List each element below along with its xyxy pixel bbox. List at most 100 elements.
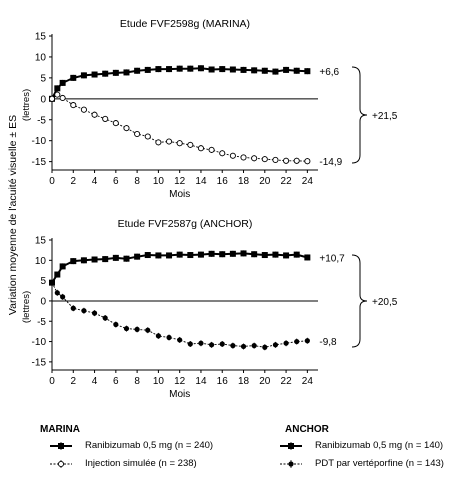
data-point-anchor-1 xyxy=(240,343,247,350)
data-point-marina-1 xyxy=(176,140,183,147)
series-marina-0 xyxy=(49,65,311,102)
x-tick-label-marina: 24 xyxy=(302,176,314,187)
data-point-anchor-0 xyxy=(187,252,194,259)
x-tick-label-marina: 14 xyxy=(195,176,207,187)
data-point-anchor-1 xyxy=(177,337,183,343)
chart-title-anchor: Etude FVF2587g (ANCHOR) xyxy=(118,218,253,230)
end-label-marina-0: +6,6 xyxy=(319,67,339,78)
data-point-marina-0 xyxy=(187,65,194,72)
data-point-marina-0 xyxy=(219,66,226,73)
data-point-marina-1 xyxy=(293,157,300,164)
legend-sample-anchor-pdt-marker xyxy=(288,461,294,467)
brace-anchor xyxy=(351,254,368,348)
legend-sample-anchor-ranibizumab xyxy=(280,442,302,450)
data-point-anchor-0 xyxy=(293,251,300,258)
data-point-anchor-1 xyxy=(49,280,55,286)
data-point-anchor-1 xyxy=(262,344,268,350)
data-point-anchor-0 xyxy=(59,263,66,270)
x-tick-label-anchor: 16 xyxy=(217,376,229,387)
difference-annotation-anchor: +20,5 xyxy=(372,297,398,308)
x-tick-label-marina: 20 xyxy=(259,176,271,187)
data-point-anchor-0 xyxy=(176,251,183,258)
data-point-anchor-0 xyxy=(208,250,215,257)
data-point-marina-1 xyxy=(70,102,77,109)
data-point-anchor-0 xyxy=(304,254,311,261)
y-tick-label-anchor: 10 xyxy=(35,256,47,267)
data-point-marina-1 xyxy=(165,138,173,145)
data-point-marina-1 xyxy=(48,95,56,102)
data-point-anchor-0 xyxy=(155,252,162,259)
x-tick-label-anchor: 0 xyxy=(49,376,55,387)
data-point-anchor-0 xyxy=(251,251,258,258)
series-line-marina-0 xyxy=(51,67,308,100)
legend-sample-anchor-pdt xyxy=(280,460,302,468)
data-point-anchor-1 xyxy=(145,327,151,333)
data-point-marina-1 xyxy=(229,152,236,159)
data-point-marina-1 xyxy=(54,91,61,98)
data-point-anchor-1 xyxy=(60,294,66,300)
data-point-anchor-1 xyxy=(91,310,98,316)
data-point-marina-1 xyxy=(59,94,66,102)
legend-group-title-marina: MARINA xyxy=(40,424,80,435)
legend-sample-marina-sham-marker xyxy=(57,460,65,468)
data-point-marina-1 xyxy=(80,106,87,113)
data-point-marina-1 xyxy=(208,146,215,153)
data-point-marina-0 xyxy=(123,69,130,76)
y-tick-label-marina: 15 xyxy=(35,32,47,43)
y-unit-label-marina: (lettres) xyxy=(21,89,32,121)
data-point-anchor-0 xyxy=(229,250,236,257)
y-tick-label-anchor: -15 xyxy=(32,357,47,368)
data-point-marina-0 xyxy=(166,66,173,73)
data-point-anchor-0 xyxy=(272,251,279,258)
y-tick-label-anchor: 0 xyxy=(40,296,46,307)
data-point-marina-1 xyxy=(283,157,290,164)
y-tick-label-anchor: 5 xyxy=(40,276,46,287)
x-tick-label-marina: 10 xyxy=(153,176,165,187)
x-tick-label-marina: 18 xyxy=(238,176,250,187)
data-point-marina-0 xyxy=(91,71,98,78)
data-point-anchor-0 xyxy=(70,258,77,265)
x-tick-label-marina: 8 xyxy=(134,176,140,187)
data-point-marina-1 xyxy=(251,155,258,162)
data-point-anchor-0 xyxy=(91,256,98,263)
data-point-marina-1 xyxy=(123,125,130,132)
data-point-anchor-0 xyxy=(261,252,268,259)
data-point-marina-1 xyxy=(261,156,268,163)
data-point-anchor-0 xyxy=(144,252,151,259)
legend-item-anchor-ranibizumab: Ranibizumab 0,5 mg (n = 140) xyxy=(315,440,444,451)
x-tick-label-anchor: 22 xyxy=(281,376,293,387)
difference-annotation-marina: +21,5 xyxy=(372,111,398,122)
series-marina-1 xyxy=(48,91,311,165)
y-tick-label-marina: 5 xyxy=(40,73,46,84)
data-point-anchor-1 xyxy=(283,340,289,346)
data-point-anchor-0 xyxy=(134,253,141,260)
legend-item-anchor-pdt: PDT par vertéporfine (n = 143) xyxy=(315,458,444,469)
data-point-marina-0 xyxy=(272,68,279,75)
data-point-anchor-0 xyxy=(240,250,247,257)
data-point-anchor-1 xyxy=(134,326,140,332)
data-point-anchor-1 xyxy=(166,334,172,341)
data-point-marina-0 xyxy=(70,74,77,81)
data-point-anchor-0 xyxy=(197,251,204,258)
data-point-anchor-1 xyxy=(102,315,108,321)
data-point-marina-0 xyxy=(208,66,215,73)
x-tick-label-anchor: 10 xyxy=(153,376,165,387)
x-tick-label-anchor: 4 xyxy=(92,376,98,387)
legend-sample-marina-ranibizumab-marker xyxy=(58,443,64,449)
data-point-marina-0 xyxy=(229,66,236,73)
data-point-anchor-0 xyxy=(283,252,290,259)
y-unit-label-anchor: (lettres) xyxy=(21,291,32,323)
data-point-anchor-1 xyxy=(113,321,119,328)
x-tick-label-marina: 6 xyxy=(113,176,119,187)
end-label-anchor-1: -9,8 xyxy=(319,337,337,348)
x-tick-label-anchor: 18 xyxy=(238,376,250,387)
x-tick-label-marina: 2 xyxy=(70,176,76,187)
data-point-marina-0 xyxy=(197,65,204,72)
data-point-marina-0 xyxy=(59,79,66,86)
data-point-anchor-1 xyxy=(123,325,130,332)
data-point-anchor-1 xyxy=(54,290,60,296)
data-point-anchor-0 xyxy=(112,254,119,261)
data-point-marina-1 xyxy=(240,154,247,161)
series-line-marina-1 xyxy=(51,94,308,162)
data-point-marina-0 xyxy=(112,69,119,76)
